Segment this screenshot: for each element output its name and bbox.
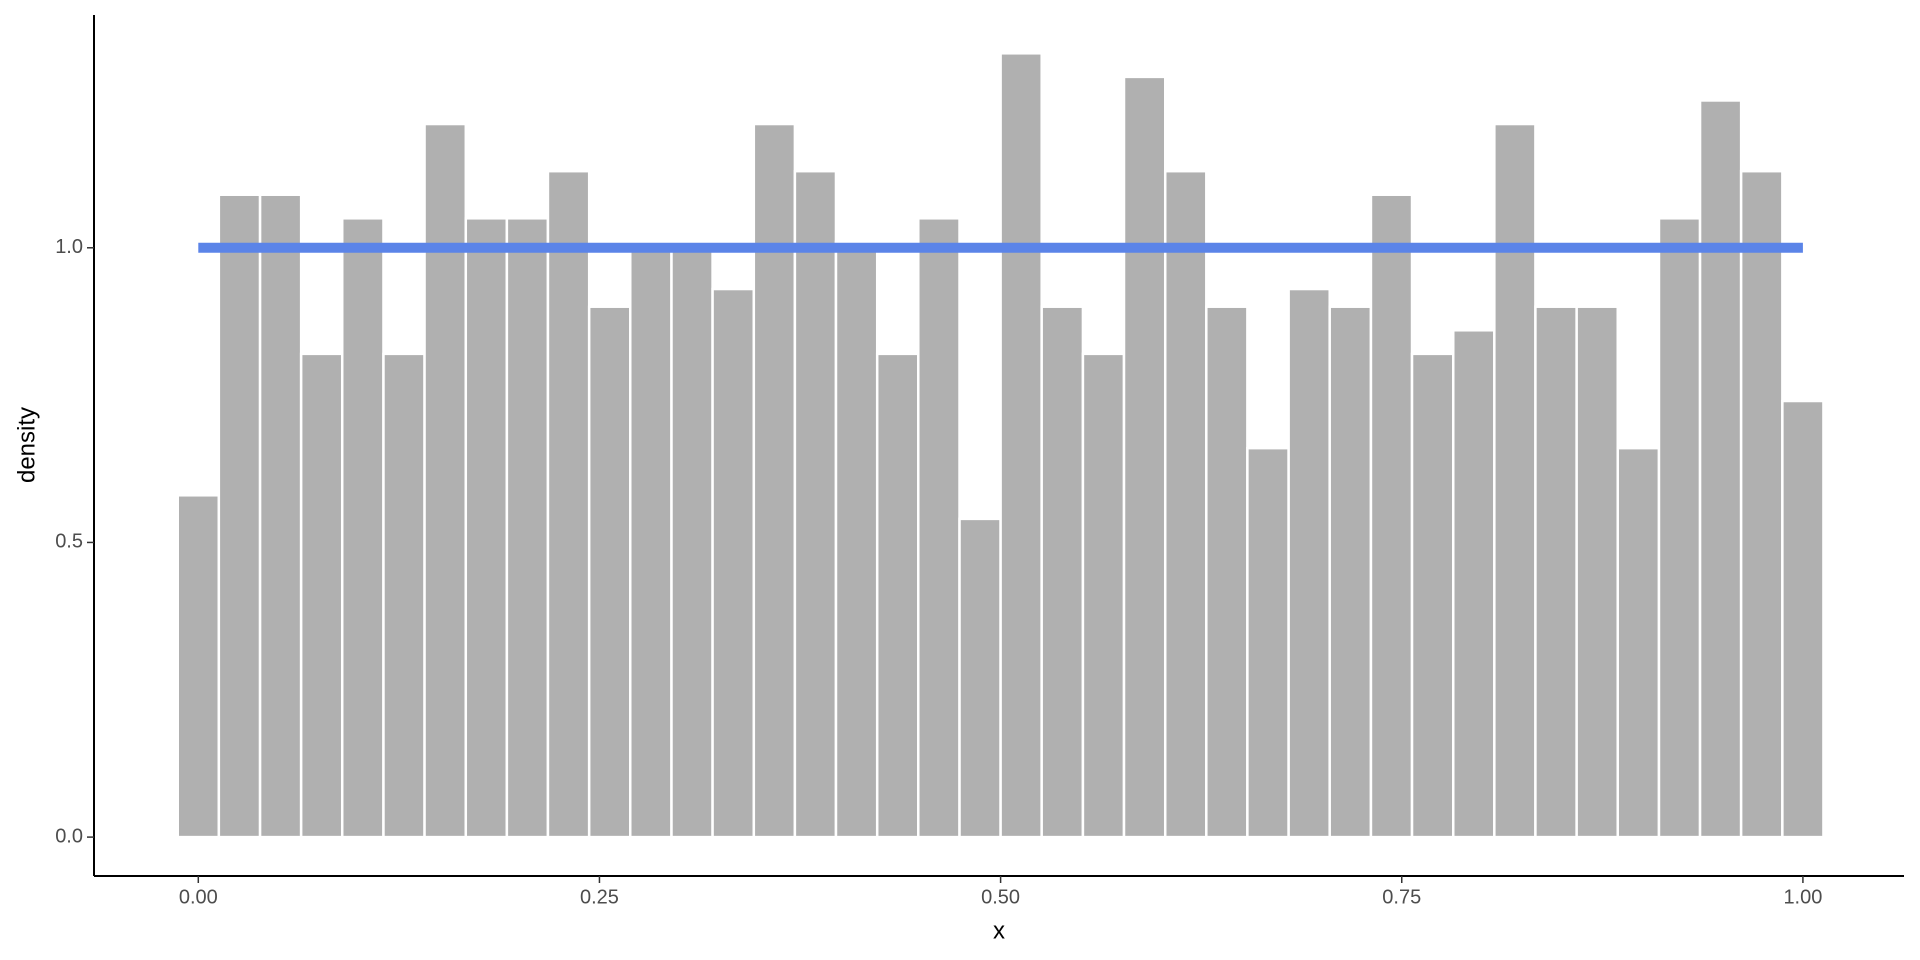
bar bbox=[546, 169, 591, 839]
bar bbox=[1781, 399, 1825, 839]
bar bbox=[875, 352, 920, 839]
bar bbox=[1616, 446, 1661, 839]
bar bbox=[1452, 329, 1496, 839]
y-axis-title: density bbox=[13, 407, 40, 483]
x-tick-label: 0.75 bbox=[1382, 886, 1421, 908]
bar bbox=[587, 305, 632, 839]
bar bbox=[217, 193, 262, 839]
bar bbox=[1698, 99, 1743, 839]
bar bbox=[1410, 352, 1455, 839]
bar bbox=[1040, 305, 1085, 839]
x-axis-title: x bbox=[993, 917, 1005, 944]
x-tick-label: 0.50 bbox=[981, 886, 1020, 908]
y-tick-label: 1.0 bbox=[55, 236, 83, 258]
bar bbox=[834, 240, 879, 839]
bar bbox=[1163, 169, 1208, 839]
bar bbox=[382, 352, 426, 839]
bar bbox=[464, 217, 509, 839]
bar bbox=[999, 52, 1043, 839]
y-tick-label: 0.5 bbox=[55, 531, 83, 553]
x-tick-label: 0.00 bbox=[179, 886, 218, 908]
x-tick-label: 0.25 bbox=[580, 886, 619, 908]
bar bbox=[1328, 305, 1373, 839]
bar bbox=[176, 494, 221, 839]
bar bbox=[1534, 305, 1578, 839]
bar bbox=[793, 169, 838, 839]
bar bbox=[958, 517, 1002, 839]
bar bbox=[917, 217, 961, 839]
bar bbox=[1739, 169, 1784, 839]
bar bbox=[711, 287, 756, 839]
bar bbox=[629, 240, 673, 839]
bar bbox=[1575, 305, 1619, 839]
y-tick-label: 0.0 bbox=[55, 825, 83, 847]
bar bbox=[1493, 122, 1537, 839]
bar bbox=[1246, 446, 1290, 839]
bar bbox=[1657, 217, 1702, 839]
bar bbox=[258, 193, 303, 839]
bar bbox=[340, 217, 385, 839]
bar bbox=[1369, 193, 1414, 839]
bar bbox=[505, 217, 550, 839]
bar bbox=[299, 352, 344, 839]
bar bbox=[670, 240, 714, 839]
bar bbox=[752, 122, 797, 839]
bar bbox=[1122, 75, 1167, 839]
x-tick-label: 1.00 bbox=[1783, 886, 1822, 908]
bar bbox=[1205, 305, 1249, 839]
bar bbox=[1287, 287, 1331, 839]
bar bbox=[423, 122, 468, 839]
bar bbox=[1081, 352, 1126, 839]
